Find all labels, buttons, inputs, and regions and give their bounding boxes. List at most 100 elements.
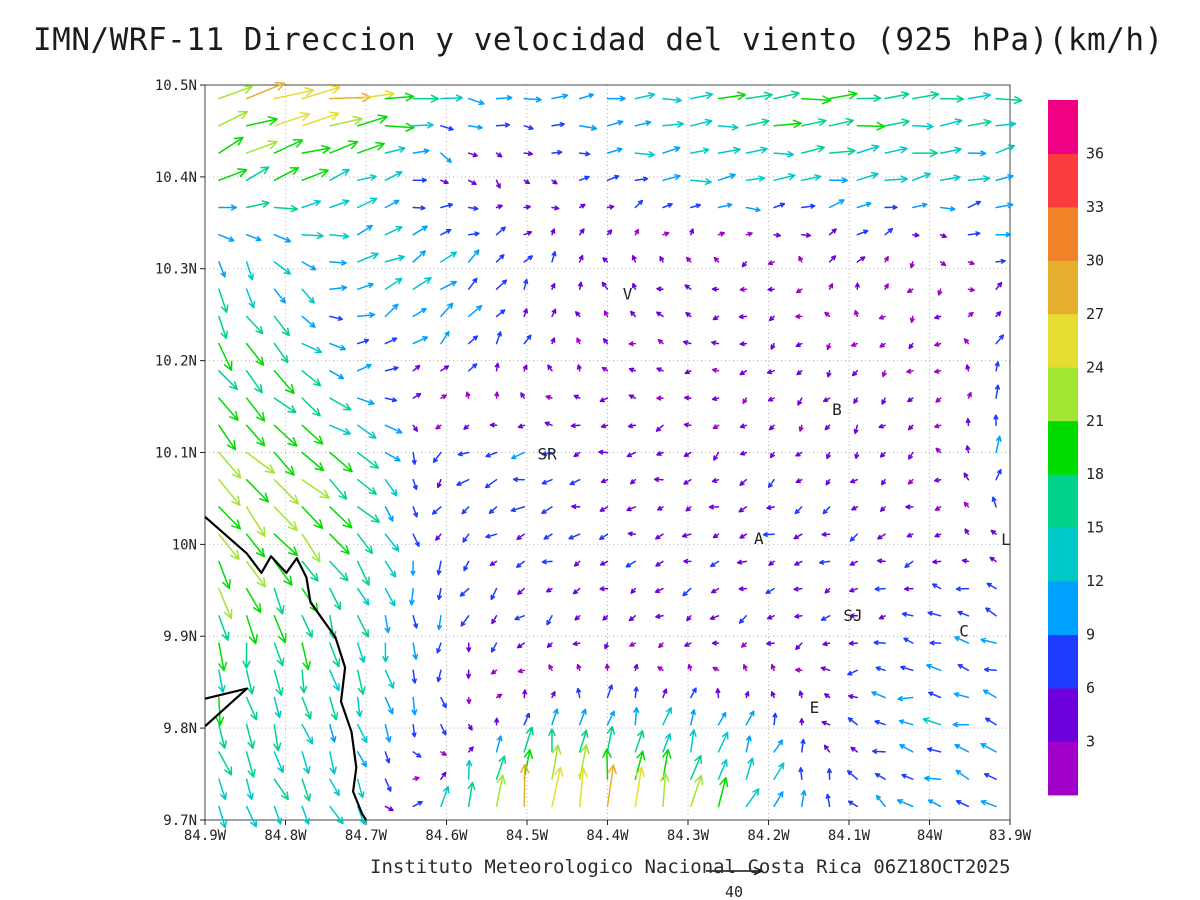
wind-vector [934, 532, 942, 538]
wind-vector [967, 260, 975, 266]
wind-vector [762, 532, 775, 538]
wind-vector [467, 97, 485, 106]
wind-vector [711, 286, 720, 292]
wind-vector [821, 531, 831, 537]
wind-vector [329, 506, 353, 529]
wind-vector [576, 337, 582, 345]
wind-vector [995, 174, 1014, 182]
reference-vector-arrow [706, 866, 764, 876]
colorbar-segment [1048, 527, 1078, 582]
wind-vector [880, 478, 886, 486]
station-label: L [1001, 530, 1011, 549]
wind-vector [967, 150, 987, 157]
wind-vector [495, 279, 508, 290]
wind-vector [218, 397, 239, 421]
wind-vector [684, 642, 692, 647]
wind-vector [856, 171, 879, 182]
wind-vector [939, 206, 956, 212]
wind-vector [440, 228, 452, 236]
wind-vector [685, 256, 692, 263]
wind-vector [412, 307, 427, 318]
wind-vector [903, 586, 914, 592]
wind-vector [823, 744, 831, 753]
wind-vector [218, 233, 235, 242]
wind-vector [495, 693, 503, 699]
wind-vector [712, 533, 720, 539]
wind-vector [955, 586, 970, 592]
wind-vector [456, 478, 470, 486]
wind-vector [551, 708, 559, 726]
wind-vector [657, 338, 664, 345]
wind-vector [541, 506, 553, 515]
colorbar-label: 21 [1086, 412, 1104, 430]
wind-vector [572, 641, 581, 647]
wind-vector [495, 179, 501, 189]
wind-vector [551, 179, 558, 185]
wind-vector [963, 501, 970, 508]
wind-vector [712, 424, 720, 430]
wind-vector [384, 778, 392, 792]
wind-vector [356, 363, 372, 372]
wind-vector [660, 772, 670, 808]
wind-vector [440, 125, 454, 131]
wind-vector [410, 560, 416, 576]
wind-vector [329, 587, 342, 611]
wind-vector [545, 587, 553, 593]
wind-vector [739, 533, 748, 539]
wind-vector [633, 706, 640, 726]
x-tick-label: 84.8W [264, 828, 307, 844]
wind-vector [766, 614, 775, 620]
wind-vector [495, 755, 507, 780]
wind-vector [329, 751, 337, 775]
wind-vector [712, 315, 720, 321]
wind-vector [218, 424, 237, 451]
wind-vector [682, 340, 692, 346]
wind-vector [965, 364, 971, 372]
wind-vector [545, 394, 553, 400]
wind-vector [245, 200, 270, 209]
wind-vector [994, 361, 1000, 372]
wind-vector [856, 121, 886, 131]
wind-vector [218, 778, 228, 801]
wind-vector [606, 229, 613, 236]
wind-vector [634, 766, 645, 808]
wind-vector [634, 92, 656, 100]
wind-vector [849, 478, 859, 484]
wind-vector [717, 173, 736, 182]
wind-vector [356, 197, 378, 209]
wind-vector [717, 91, 746, 101]
x-tick-label: 84W [917, 828, 943, 844]
wind-vector [273, 204, 299, 213]
wind-vector [412, 776, 420, 782]
wind-vector [828, 90, 858, 100]
wind-vector [329, 451, 353, 473]
wind-vector [412, 177, 427, 183]
wind-vector [384, 506, 394, 522]
wind-vector [440, 394, 447, 400]
wind-vector [903, 637, 914, 644]
wind-vector [954, 636, 970, 644]
wind-vector [822, 641, 831, 647]
wind-vector [708, 504, 720, 510]
x-tick-label: 84.1W [828, 828, 871, 844]
wind-vector [301, 370, 322, 387]
wind-vector [798, 767, 804, 780]
wind-vector [551, 93, 569, 100]
wind-vector [657, 666, 664, 672]
x-tick-label: 84.9W [184, 828, 227, 844]
wind-vector [301, 85, 341, 100]
wind-vector [847, 800, 859, 808]
y-tick-label: 10.5N [155, 78, 197, 94]
wind-vector [523, 726, 534, 753]
wind-vector [606, 684, 614, 699]
wind-vector [683, 478, 692, 485]
wind-vector [329, 315, 343, 321]
wind-vector [273, 478, 300, 505]
wind-vector [577, 281, 583, 290]
wind-vector [514, 615, 525, 621]
wind-vector [766, 640, 775, 646]
wind-vector [517, 423, 525, 429]
wind-vector [739, 423, 748, 429]
wind-vector [963, 472, 970, 481]
wind-vector [301, 451, 325, 472]
